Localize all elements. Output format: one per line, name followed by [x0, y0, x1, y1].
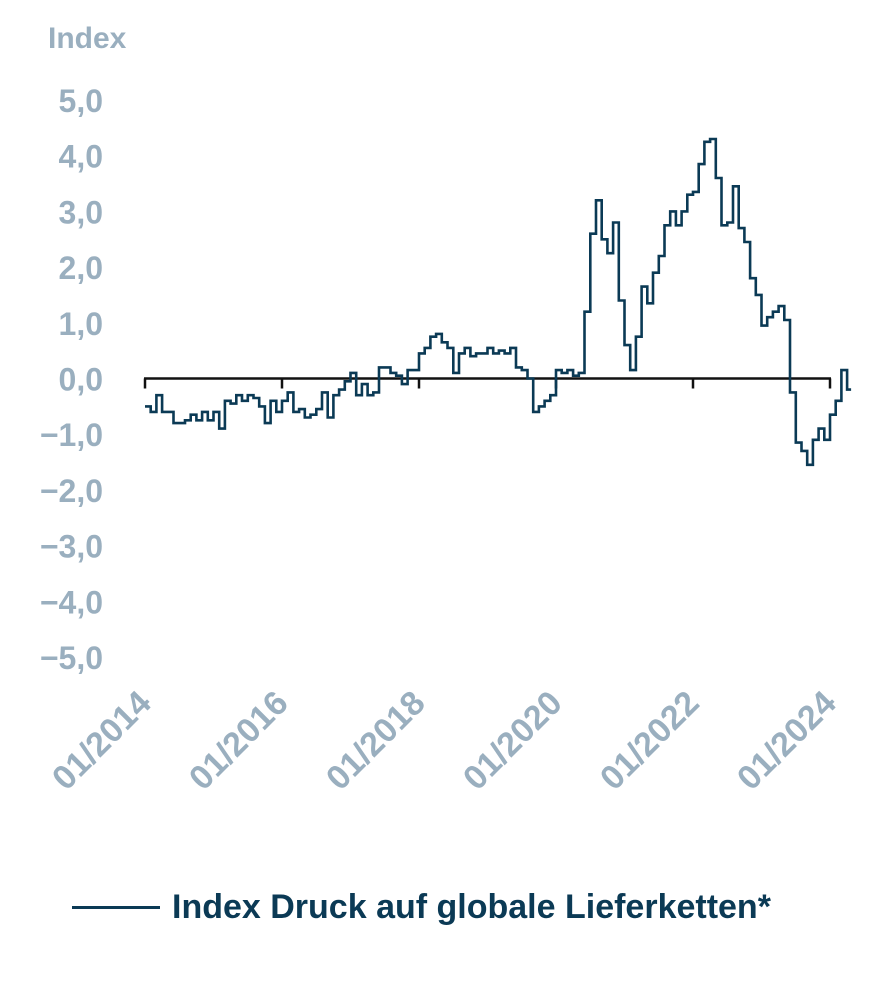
y-tick-label: −5,0 — [40, 640, 103, 676]
legend: Index Druck auf globale Lieferketten* — [72, 888, 771, 927]
y-tick-label: −4,0 — [40, 584, 103, 620]
y-tick-label: 1,0 — [59, 306, 103, 342]
y-tick-label: 4,0 — [59, 139, 103, 175]
x-tick-label: 01/2014 — [45, 684, 159, 798]
y-axis-title: Index — [48, 22, 127, 55]
y-tick-label: 0,0 — [59, 362, 103, 398]
x-tick-label: 01/2020 — [456, 684, 570, 798]
x-tick-label: 01/2016 — [182, 684, 296, 798]
x-tick-label: 01/2022 — [593, 684, 707, 798]
y-tick-label: 2,0 — [59, 250, 103, 286]
x-tick-label: 01/2018 — [319, 684, 433, 798]
legend-label: Index Druck auf globale Lieferketten* — [172, 888, 771, 926]
y-tick-label: 5,0 — [59, 83, 103, 119]
y-tick-label: −3,0 — [40, 529, 103, 565]
x-tick-label: 01/2024 — [730, 684, 844, 798]
y-tick-label: 3,0 — [59, 194, 103, 230]
series-line — [145, 137, 852, 467]
legend-line-swatch — [72, 906, 160, 909]
y-tick-label: −1,0 — [40, 417, 103, 453]
y-tick-label: −2,0 — [40, 473, 103, 509]
line-chart: 5,0 4,0 3,0 2,0 1,0 0,0 −1,0 −2,0 −3,0 −4,0 −5,0 01… — [40, 83, 852, 798]
